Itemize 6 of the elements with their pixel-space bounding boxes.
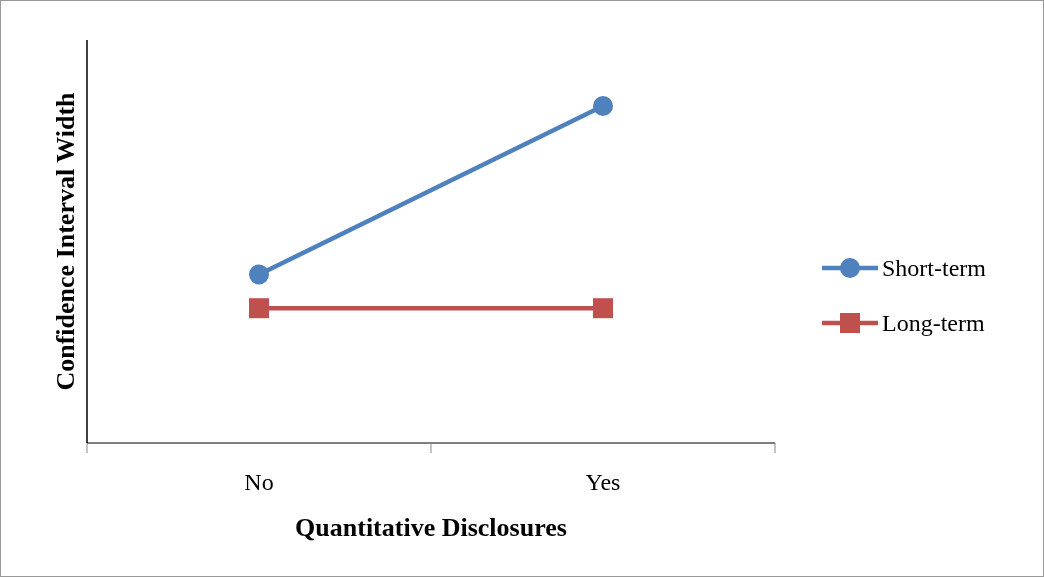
y-axis-title: Confidence Interval Width	[51, 91, 80, 391]
legend-label: Short-term	[882, 255, 987, 281]
x-axis-title: Quantitative Disclosures	[295, 513, 567, 542]
x-tick-label: No	[244, 469, 274, 495]
legend-label: Long-term	[882, 310, 985, 336]
x-tick-label: Yes	[585, 469, 621, 495]
